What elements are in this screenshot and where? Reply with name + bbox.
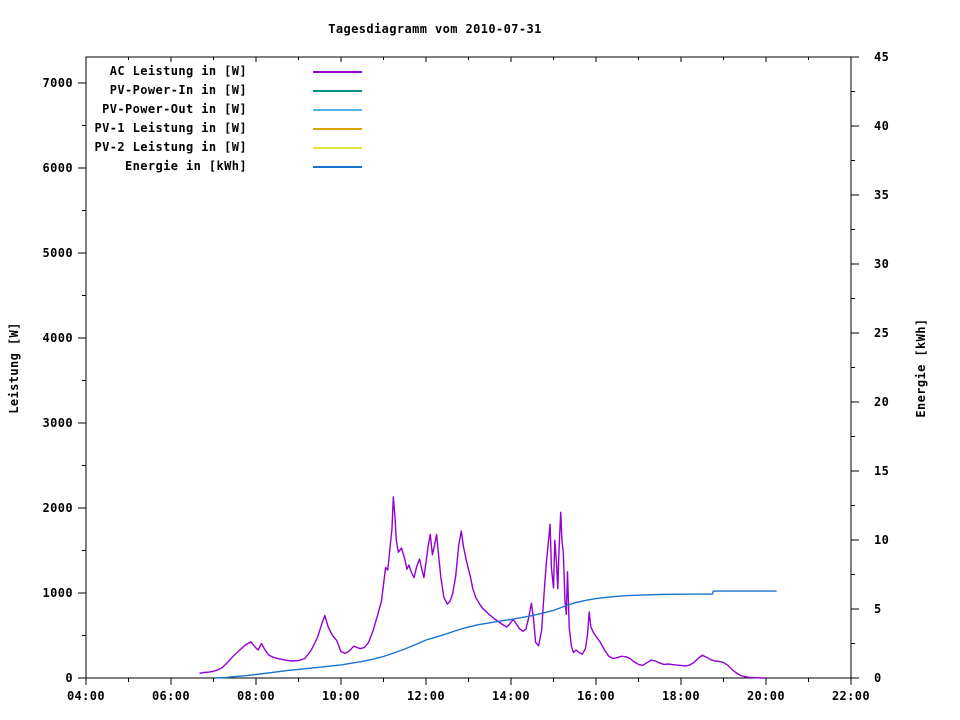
legend-line-sample: [313, 109, 362, 111]
x-tick-label: 20:00: [747, 689, 785, 703]
x-tick-label: 10:00: [322, 689, 360, 703]
x-tick-label: 18:00: [662, 689, 700, 703]
left-axis-label: Leistung [W]: [7, 322, 21, 414]
y-right-tick-label: 10: [874, 533, 889, 547]
y-right-tick-label: 15: [874, 464, 889, 478]
x-tick-label: 14:00: [492, 689, 530, 703]
y-right-tick-label: 35: [874, 188, 889, 202]
legend-item-ac-leistung: AC Leistung in [W]: [0, 62, 362, 81]
legend-label: PV-2 Leistung in [W]: [94, 140, 247, 154]
x-tick-label: 08:00: [237, 689, 275, 703]
y-left-tick-label: 0: [65, 671, 73, 685]
y-left-tick-label: 4000: [43, 331, 74, 345]
legend-item-pv2-leistung: PV-2 Leistung in [W]: [0, 138, 362, 157]
x-tick-label: 06:00: [152, 689, 190, 703]
x-tick-label: 12:00: [407, 689, 445, 703]
y-left-tick-label: 7000: [43, 76, 74, 90]
y-right-tick-label: 0: [874, 671, 882, 685]
legend-item-pv1-leistung: PV-1 Leistung in [W]: [0, 119, 362, 138]
legend-line-sample: [313, 147, 362, 149]
legend-item-pv-power-out: PV-Power-Out in [W]: [0, 100, 362, 119]
legend-line-sample: [313, 128, 362, 130]
legend-label: PV-1 Leistung in [W]: [94, 121, 247, 135]
y-right-tick-label: 30: [874, 257, 889, 271]
legend-label: PV-Power-In in [W]: [109, 83, 247, 97]
legend-line-sample: [313, 166, 362, 168]
y-right-tick-label: 40: [874, 119, 889, 133]
x-tick-label: 04:00: [67, 689, 105, 703]
legend-line-sample: [313, 71, 362, 73]
chart-title: Tagesdiagramm vom 2010-07-31: [328, 22, 542, 36]
y-left-tick-label: 3000: [43, 416, 74, 430]
y-left-tick-label: 5000: [43, 246, 74, 260]
legend-line-sample: [313, 90, 362, 92]
y-left-tick-label: 2000: [43, 501, 74, 515]
x-tick-label: 22:00: [832, 689, 870, 703]
legend-item-energie: Energie in [kWh]: [0, 157, 362, 176]
x-tick-label: 16:00: [577, 689, 615, 703]
y-left-tick-label: 6000: [43, 161, 74, 175]
y-left-tick-label: 1000: [43, 586, 74, 600]
right-axis-label: Energie [kWh]: [914, 318, 928, 418]
y-right-tick-label: 5: [874, 602, 882, 616]
legend: AC Leistung in [W] PV-Power-In in [W] PV…: [0, 62, 362, 176]
y-right-tick-label: 45: [874, 50, 889, 64]
curve-energie: [215, 590, 777, 679]
legend-label: AC Leistung in [W]: [109, 64, 247, 78]
legend-item-pv-power-in: PV-Power-In in [W]: [0, 81, 362, 100]
curve-ac-leistung: [199, 496, 766, 679]
legend-label: PV-Power-Out in [W]: [102, 102, 247, 116]
y-right-tick-label: 20: [874, 395, 889, 409]
y-right-tick-label: 25: [874, 326, 889, 340]
legend-label: Energie in [kWh]: [125, 159, 247, 173]
